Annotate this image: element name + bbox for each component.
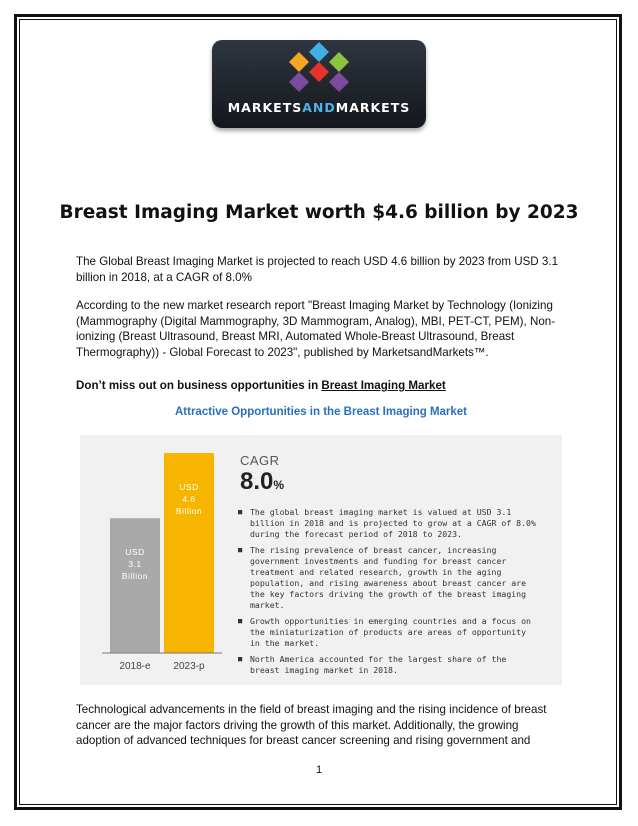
logo-diamond-orange bbox=[289, 52, 309, 72]
breast-imaging-market-link[interactable]: Breast Imaging Market bbox=[321, 379, 446, 392]
opportunities-figure: CAGR 8.0% The global breast imaging mark… bbox=[80, 435, 562, 685]
page-number: 1 bbox=[315, 764, 323, 776]
logo-diamond-blue bbox=[309, 42, 329, 62]
bullet-item: Growth opportunities in emerging countri… bbox=[238, 616, 538, 649]
x-tick-label: 2018-e bbox=[119, 661, 151, 672]
x-tick-label: 2023-p bbox=[173, 661, 205, 672]
logo-text-markets-1: MARKETS bbox=[227, 100, 303, 115]
paragraph-intro: The Global Breast Imaging Market is proj… bbox=[76, 255, 559, 284]
cagr-unit: % bbox=[273, 478, 285, 492]
cagr-number: 8.0 bbox=[240, 468, 274, 495]
cta-text: Don’t miss out on business opportunities… bbox=[76, 379, 322, 392]
bar-2018-e bbox=[110, 518, 160, 653]
logo-diamond-purple bbox=[329, 72, 349, 92]
cagr-value: 8.0% bbox=[240, 468, 284, 496]
paragraph-drivers: Technological advancements in the field … bbox=[76, 703, 547, 748]
page-border-inner bbox=[19, 19, 617, 805]
cagr-label: CAGR bbox=[240, 453, 280, 468]
page-border-outer bbox=[14, 14, 622, 810]
paragraph-report: According to the new market research rep… bbox=[76, 299, 556, 359]
figure-title: Attractive Opportunities in the Breast I… bbox=[174, 406, 468, 418]
bullet-item: North America accounted for the largest … bbox=[238, 654, 538, 676]
logo-text-markets-2: MARKETS bbox=[335, 100, 411, 115]
logo-text-and: AND bbox=[302, 100, 336, 115]
market-bar-chart bbox=[102, 453, 222, 654]
bullet-item: The rising prevalence of breast cancer, … bbox=[238, 545, 538, 611]
bar-2023-p bbox=[164, 453, 214, 653]
logo-text: MARKETSANDMARKETS bbox=[212, 100, 426, 115]
bar-value-label: USD 4.6 Billion bbox=[175, 482, 203, 516]
figure-bullets: The global breast imaging market is valu… bbox=[238, 507, 538, 681]
bar-value-label: USD 3.1 Billion bbox=[121, 547, 149, 582]
document-title: Breast Imaging Market worth $4.6 billion… bbox=[59, 202, 579, 223]
cta-line: Don’t miss out on business opportunities… bbox=[76, 378, 566, 394]
logo-diamond-purple-left bbox=[289, 72, 309, 92]
bullet-item: The global breast imaging market is valu… bbox=[238, 507, 538, 540]
logo-diamonds-icon bbox=[289, 42, 349, 92]
marketsandmarkets-logo: MARKETSANDMARKETS bbox=[212, 40, 426, 128]
logo-diamond-red bbox=[309, 62, 329, 82]
logo-diamond-green bbox=[329, 52, 349, 72]
